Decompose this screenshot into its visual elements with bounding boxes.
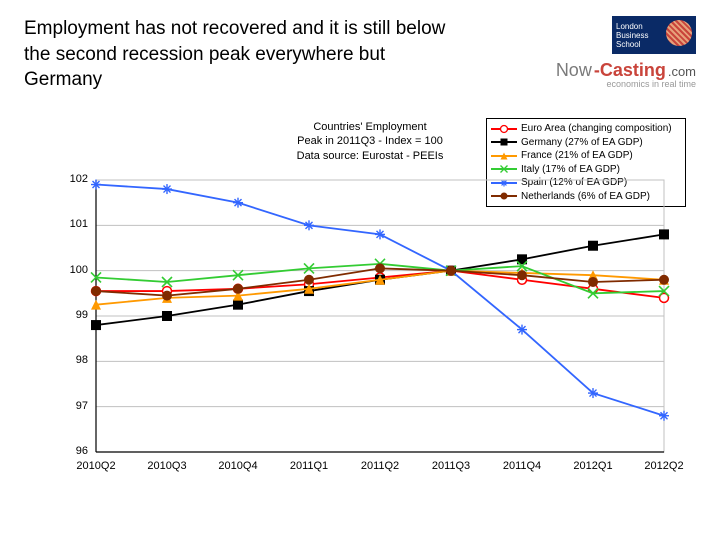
y-tick-label: 96 [64,445,88,457]
page-title: Employment has not recovered and it is s… [24,16,464,93]
y-tick-label: 98 [64,354,88,366]
lbs-logo: London Business School [612,16,696,54]
legend-item: Italy (17% of EA GDP) [491,163,681,177]
legend-label: Germany (27% of EA GDP) [521,136,643,150]
y-tick-label: 101 [64,218,88,230]
x-tick-label: 2011Q1 [277,460,341,472]
nc-com: .com [668,64,696,79]
lbs-line-1: London [616,22,696,31]
legend-marker-icon [491,151,517,161]
y-tick-label: 100 [64,264,88,276]
chart-title-1: Countries' Employment [240,120,500,134]
legend-item: France (21% of EA GDP) [491,149,681,163]
legend-marker-icon [491,164,517,174]
chart-title-3: Data source: Eurostat - PEEIs [240,149,500,163]
lbs-line-3: School [616,40,696,49]
y-tick-label: 97 [64,400,88,412]
nc-now: Now [556,60,592,81]
x-tick-label: 2011Q2 [348,460,412,472]
employment-chart: Countries' Employment Peak in 2011Q3 - I… [60,120,680,490]
x-tick-label: 2010Q4 [206,460,270,472]
legend-marker-icon [491,124,517,134]
legend-item: Germany (27% of EA GDP) [491,136,681,150]
legend-label: France (21% of EA GDP) [521,149,633,163]
y-tick-label: 99 [64,309,88,321]
legend-label: Euro Area (changing composition) [521,122,672,136]
y-tick-label: 102 [64,173,88,185]
x-tick-label: 2010Q3 [135,460,199,472]
legend-item: Euro Area (changing composition) [491,122,681,136]
logo-group: London Business School Now-Casting.com e… [556,16,696,89]
x-tick-label: 2011Q3 [419,460,483,472]
legend-marker-icon [491,137,517,147]
nc-cast: -Casting [594,60,666,81]
chart-titles: Countries' Employment Peak in 2011Q3 - I… [240,120,500,163]
x-tick-label: 2012Q2 [632,460,696,472]
nowcasting-logo: Now-Casting.com [556,60,696,81]
chart-title-2: Peak in 2011Q3 - Index = 100 [240,134,500,148]
x-tick-label: 2010Q2 [64,460,128,472]
x-tick-label: 2011Q4 [490,460,554,472]
legend-label: Italy (17% of EA GDP) [521,163,620,177]
x-tick-label: 2012Q1 [561,460,625,472]
lbs-line-2: Business [616,31,696,40]
chart-plot [90,176,670,456]
